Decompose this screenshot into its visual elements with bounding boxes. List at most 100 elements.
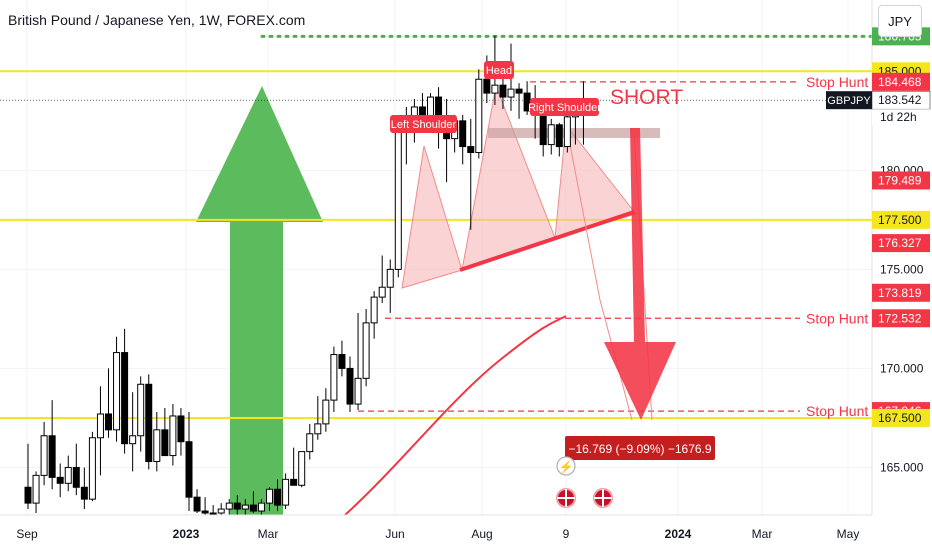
stop-hunt-label: Stop Hunt [806, 74, 868, 90]
bearish-arrow [604, 128, 676, 420]
candle-body [483, 78, 491, 94]
candle-body [113, 352, 121, 431]
candle-body [354, 377, 362, 405]
candle-body [257, 502, 265, 512]
candle-body [201, 510, 209, 514]
candle-body [40, 435, 48, 476]
candle-body [185, 441, 193, 498]
price-label-bg [872, 210, 930, 229]
countdown-label: 1d 22h [880, 110, 917, 124]
price-label-bg [872, 234, 930, 253]
candle-body [105, 413, 112, 431]
candle-body [499, 84, 507, 98]
price-label: 184.468 [878, 75, 922, 89]
stop-hunt-label: Stop Hunt [806, 403, 868, 419]
candle-body [129, 435, 137, 445]
candle-body [96, 413, 104, 439]
short-label: SHORT [610, 86, 683, 109]
candle-body [177, 415, 185, 443]
moving-average-line [344, 315, 567, 516]
x-tick-label: Sep [16, 527, 38, 541]
candle-body [459, 120, 467, 148]
x-tick-label: Jun [385, 527, 404, 541]
chart-title: British Pound / Japanese Yen, 1W, FOREX.… [8, 12, 306, 28]
x-tick-label: May [837, 527, 860, 541]
candle-body [386, 268, 394, 288]
y-tick-label: 170.000 [880, 361, 924, 375]
price-label: 167.500 [878, 411, 922, 425]
candle-body [547, 124, 555, 146]
candle-body [370, 296, 378, 324]
candle-body [290, 478, 298, 486]
neckline [459, 210, 635, 272]
head-label-bg [484, 61, 514, 79]
projection-line [565, 123, 633, 421]
measure-label: −16.769 (−9.09%) −1676.9 [568, 442, 711, 456]
candle-body [330, 354, 338, 401]
candle-body [394, 130, 402, 270]
right-shoulder-label-bg [530, 98, 599, 116]
x-tick-label: 9 [563, 527, 570, 541]
candle-body [563, 116, 571, 148]
x-tick-label: Mar [752, 527, 773, 541]
price-label-bg [872, 408, 930, 427]
candle-body [282, 478, 290, 506]
measure-box [565, 436, 715, 460]
candle-body [233, 502, 241, 510]
price-label: 173.819 [878, 286, 922, 300]
candle-body [153, 429, 161, 463]
stop-hunt-label: Stop Hunt [806, 310, 868, 326]
event-lightning-icon [556, 456, 576, 476]
x-tick-label: Mar [258, 527, 279, 541]
price-label: 183.542 [878, 93, 922, 107]
candle-body [378, 286, 386, 298]
bullish-arrow [196, 86, 323, 515]
candle-body [338, 354, 346, 369]
candle-body [555, 124, 563, 148]
candle-body [539, 112, 547, 146]
y-tick-label: 175.000 [880, 262, 924, 276]
price-label: 176.327 [878, 236, 922, 250]
countdown-bg [872, 109, 930, 126]
candle-body [145, 383, 153, 463]
price-label: 177.500 [878, 213, 922, 227]
candle-body [56, 476, 64, 484]
price-label-bg [872, 283, 930, 302]
candle-body [346, 367, 354, 405]
symbol-tag: GBPJPY [827, 95, 871, 107]
candle-body [306, 433, 314, 453]
x-tick-label: Aug [471, 527, 492, 541]
y-tick-label: 165.000 [880, 460, 924, 474]
right-shoulder-label: Right Shoulder [528, 102, 601, 114]
candle-body [298, 451, 306, 486]
price-label: 179.489 [878, 173, 922, 187]
currency-button[interactable]: JPY [878, 5, 922, 37]
lightning-icon: ⚡ [559, 460, 574, 474]
candle-body [241, 504, 249, 510]
left-shoulder-label: Left Shoulder [391, 119, 457, 131]
candle-body [209, 512, 217, 515]
candle-body [80, 486, 88, 500]
resistance-zone [488, 128, 660, 138]
candle-body [32, 474, 40, 504]
x-tick-label: 2023 [173, 527, 200, 541]
candle-body [24, 486, 32, 504]
candle-body [322, 399, 330, 425]
candle-body [72, 466, 80, 488]
candle-body [314, 423, 322, 435]
candle-body [475, 78, 483, 154]
candle-body [217, 508, 225, 514]
candle-body [507, 88, 515, 98]
candle-body [491, 84, 499, 94]
x-tick-label: 2024 [665, 527, 692, 541]
candle-body [88, 437, 96, 500]
candle-body [121, 352, 129, 445]
price-label: 172.532 [878, 311, 922, 325]
candle-body [64, 466, 72, 484]
price-label-bg [872, 171, 930, 190]
head-label: Head [486, 65, 512, 77]
price-label-bg [872, 309, 930, 328]
candle-body [169, 415, 177, 457]
